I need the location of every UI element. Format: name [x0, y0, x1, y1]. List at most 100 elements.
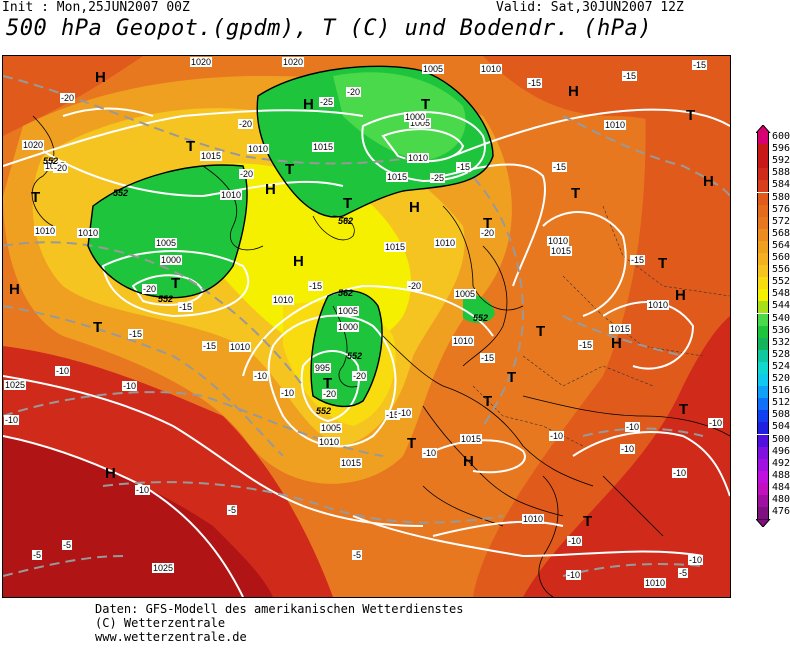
red-orange-region-northeast [483, 56, 730, 146]
isotherm-label: -10 [626, 422, 639, 432]
label-halo [480, 64, 503, 74]
isobar-label: 1000 [161, 255, 181, 265]
scale-swatch [757, 216, 769, 229]
pressure-center: T [171, 275, 180, 292]
isotherm-label: -15 [179, 302, 192, 312]
isobars [3, 107, 730, 597]
label-halo [22, 140, 45, 150]
label-halo [312, 142, 335, 152]
isotherm-label: -15 [129, 329, 142, 339]
isobar-label: 1010 [605, 120, 625, 130]
isotherm-label: -15 [481, 353, 494, 363]
isotherm-label: -10 [136, 485, 149, 495]
label-halo [550, 246, 573, 256]
scale-label: 568 [772, 227, 790, 239]
label-halo [322, 389, 338, 399]
isotherm-label: -20 [323, 389, 336, 399]
scale-swatch [757, 144, 769, 157]
color-scale-legend: 600 596 592 588 584 580 576 572 568 564 560 556 552 5… [752, 125, 790, 527]
scale-label: 508 [772, 409, 790, 421]
isobar-label: 1010 [645, 578, 665, 588]
label-halo [34, 226, 57, 236]
isotherm-label: -15 [579, 340, 592, 350]
label-halo [404, 112, 427, 122]
isobar-label: 1010 [435, 238, 455, 248]
label-halo [178, 302, 194, 312]
label-halo [460, 434, 483, 444]
scale-swatch [757, 289, 769, 302]
label-halo [122, 381, 138, 391]
isobar-label: 1015 [341, 458, 361, 468]
scale-label: 564 [772, 239, 790, 251]
isobar-label: 1010 [453, 336, 473, 346]
pressure-center: T [31, 189, 40, 206]
isobar-label: 1015 [551, 246, 571, 256]
pressure-center: T [421, 96, 430, 113]
label-halo [220, 190, 243, 200]
isobar-label: 1015 [610, 324, 630, 334]
isobar-label: 1010 [648, 300, 668, 310]
green-low-baltic [463, 294, 495, 323]
isotherm-label: -10 [123, 381, 136, 391]
scale-swatch [757, 204, 769, 217]
isotherm-label: -20 [239, 119, 252, 129]
isobar-label: 1010 [273, 295, 293, 305]
label-halo [644, 578, 667, 588]
isotherm-label: -15 [553, 162, 566, 172]
label-halo [622, 71, 638, 81]
pressure-center: T [343, 195, 352, 212]
label-halo [547, 236, 570, 246]
isotherm-label: -10 [689, 555, 702, 565]
isotherm-label: -15 [309, 281, 322, 291]
isobar-label: 1000 [405, 112, 425, 122]
pressure-center: T [186, 138, 195, 155]
scale-top-arrow [756, 125, 771, 133]
scale-label: 524 [772, 360, 790, 372]
label-halo [407, 153, 430, 163]
scale-label: 496 [772, 445, 790, 457]
pressure-center: T [407, 435, 416, 452]
credits-line-website[interactable]: www.wetterzentrale.de [95, 630, 247, 644]
isotherm-label: -15 [631, 255, 644, 265]
label-halo [672, 468, 688, 478]
pressure-center: H [409, 199, 420, 216]
isotherm-label: -20 [54, 163, 67, 173]
pressure-center: H [293, 253, 304, 270]
pressure-center: T [483, 215, 492, 232]
weather-map[interactable]: H T T H T T H T T H T H H T T H T T H T … [2, 55, 731, 598]
isotherm-label: -20 [353, 371, 366, 381]
scale-label: 528 [772, 348, 790, 360]
label-halo [384, 242, 407, 252]
scale-label: 504 [772, 421, 790, 433]
label-halo [567, 536, 583, 546]
valid-time-label: Valid: Sat,30JUN2007 12Z [496, 0, 684, 15]
label-halo [318, 437, 341, 447]
label-halo [552, 162, 568, 172]
scale-swatch [757, 495, 769, 508]
isobar-label: 1015 [201, 151, 221, 161]
pressure-center: T [536, 323, 545, 340]
geopotential-label: 552 [43, 156, 58, 166]
isotherm-label: -15 [623, 71, 636, 81]
isotherm-label: -20 [408, 281, 421, 291]
scale-label: 560 [772, 252, 790, 263]
geopotential-label: 552 [347, 351, 362, 361]
isobar-label: 1010 [221, 190, 241, 200]
scale-label: 584 [772, 179, 790, 191]
pressure-center: T [571, 185, 580, 202]
label-halo [155, 238, 178, 248]
scale-swatch [757, 507, 769, 520]
label-halo [352, 550, 363, 560]
isotherm-label: -15 [203, 341, 216, 351]
scale-swatch [757, 228, 769, 241]
label-halo [625, 422, 641, 432]
label-halo [202, 341, 218, 351]
label-halo [522, 514, 545, 524]
label-halo [430, 173, 446, 183]
label-halo [32, 550, 43, 560]
isobar-label: 995 [315, 363, 330, 373]
isobar-label: 1005 [410, 118, 430, 128]
isotherm-label: -10 [568, 536, 581, 546]
label-halo [688, 555, 704, 565]
label-halo [53, 163, 69, 173]
